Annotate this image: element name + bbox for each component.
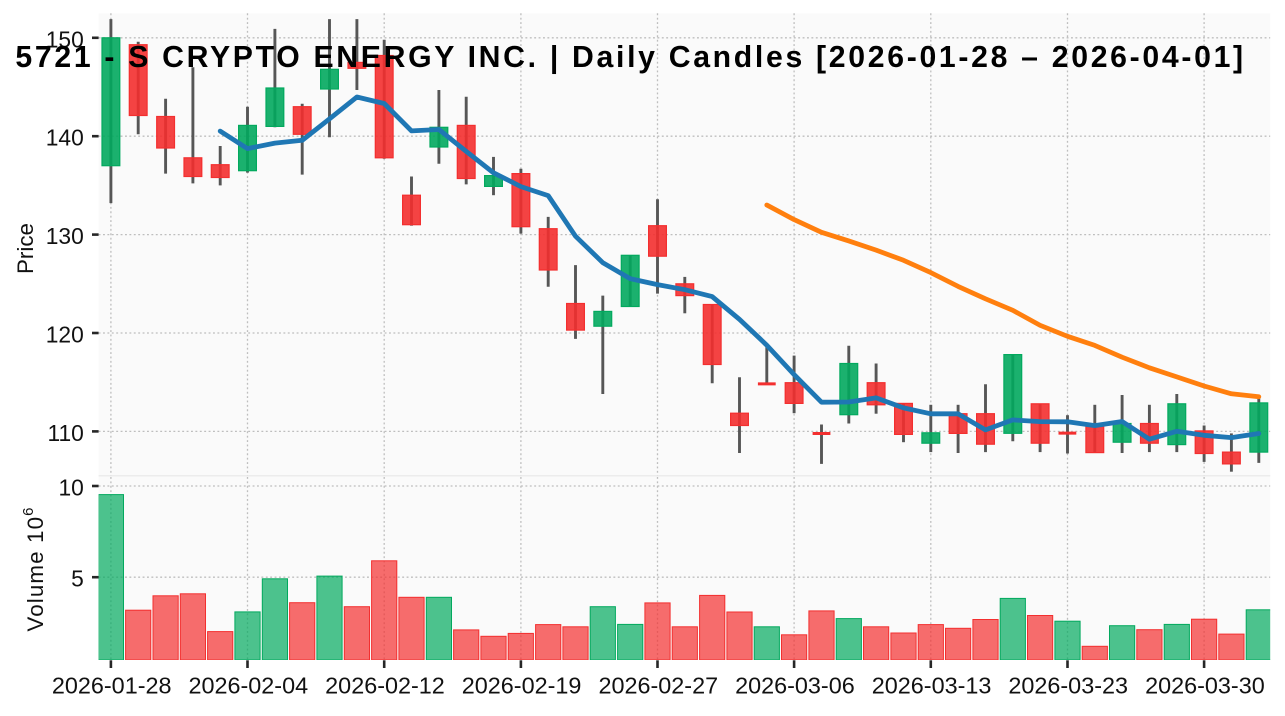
svg-text:10: 10 — [58, 475, 83, 501]
svg-text:110: 110 — [47, 420, 83, 446]
svg-text:140: 140 — [46, 125, 84, 151]
svg-text:2026-02-27: 2026-02-27 — [598, 672, 718, 698]
svg-text:5: 5 — [71, 566, 84, 592]
svg-text:2026-02-04: 2026-02-04 — [188, 672, 308, 698]
svg-text:Volume 106: Volume 106 — [20, 506, 48, 631]
svg-text:2026-03-30: 2026-03-30 — [1145, 672, 1265, 698]
svg-text:2026-03-23: 2026-03-23 — [1008, 672, 1128, 698]
svg-text:5721 - S CRYPTO ENERGY INC. |: 5721 - S CRYPTO ENERGY INC. | Daily Cand… — [15, 41, 1245, 74]
svg-text:2026-01-28: 2026-01-28 — [52, 672, 172, 698]
svg-text:120: 120 — [46, 322, 84, 348]
svg-text:2026-03-13: 2026-03-13 — [872, 672, 992, 698]
svg-text:Price: Price — [13, 223, 38, 274]
svg-text:2026-03-06: 2026-03-06 — [735, 672, 855, 698]
svg-text:150: 150 — [46, 26, 84, 52]
svg-text:130: 130 — [46, 223, 84, 249]
svg-text:2026-02-19: 2026-02-19 — [462, 672, 582, 698]
svg-text:2026-02-12: 2026-02-12 — [325, 672, 445, 698]
